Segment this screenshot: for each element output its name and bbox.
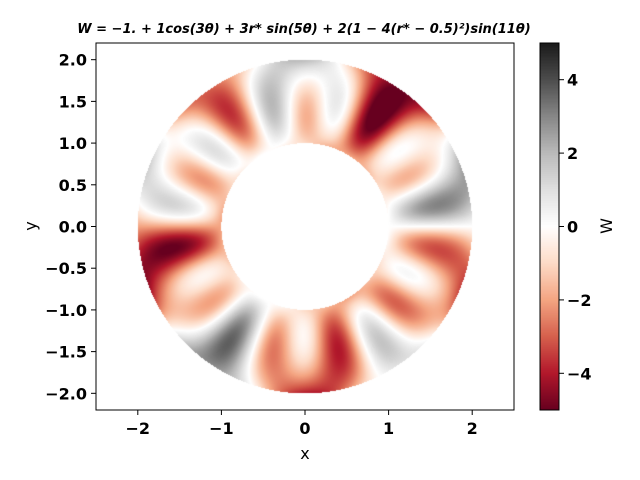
colorbar-label: W <box>597 218 616 234</box>
y-tick-label: 0.0 <box>59 218 87 237</box>
y-tick-label: −0.5 <box>45 259 87 278</box>
colorbar-frame <box>539 42 560 411</box>
x-tick-label: 0 <box>299 419 310 438</box>
colorbar-tick-label: 0 <box>567 218 578 237</box>
x-axis: −2 −1 0 1 2 <box>126 410 478 438</box>
colorbar-tick-label: −2 <box>567 291 592 310</box>
y-tick-label: 1.0 <box>59 134 87 153</box>
plot-frame <box>95 42 515 411</box>
y-axis-label: y <box>21 221 40 230</box>
x-tick-label: −1 <box>209 419 234 438</box>
x-tick-label: 2 <box>467 419 478 438</box>
x-tick-label: 1 <box>383 419 394 438</box>
x-tick-label: −2 <box>126 419 151 438</box>
y-tick-label: 1.5 <box>59 92 87 111</box>
y-tick-label: 0.5 <box>59 176 87 195</box>
colorbar-axis: 4 2 0 −2 −4 <box>559 71 592 383</box>
chart-title: W = −1. + 1cos(3θ) + 3r* sin(5θ) + 2(1 −… <box>77 22 530 37</box>
x-axis-label: x <box>300 444 309 463</box>
heatmap-image <box>96 43 514 410</box>
y-tick-label: −1.0 <box>45 301 87 320</box>
y-axis: 2.0 1.5 1.0 0.5 0.0 −0.5 −1.0 −1.5 −2.0 <box>45 51 96 403</box>
colorbar-tick-label: 2 <box>567 144 578 163</box>
y-tick-label: −1.5 <box>45 343 87 362</box>
colorbar-gradient <box>540 43 559 410</box>
colorbar-tick-label: −4 <box>567 364 592 383</box>
y-tick-label: 2.0 <box>59 51 87 70</box>
colorbar-tick-label: 4 <box>567 71 578 90</box>
y-tick-label: −2.0 <box>45 384 87 403</box>
